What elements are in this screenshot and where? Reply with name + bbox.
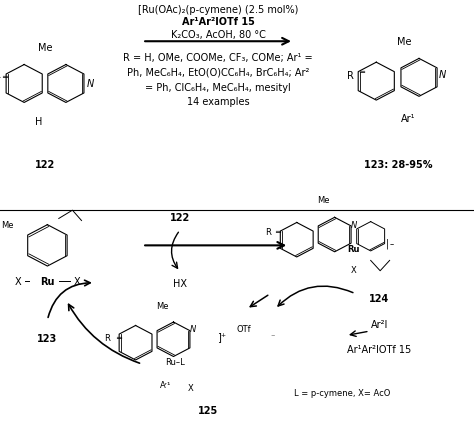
Text: N: N [438, 69, 446, 80]
Text: OTf: OTf [236, 325, 251, 334]
Text: Ph, MeC₆H₄, EtO(O)CC₆H₄, BrC₆H₄; Ar²: Ph, MeC₆H₄, EtO(O)CC₆H₄, BrC₆H₄; Ar² [127, 68, 309, 78]
Text: H: H [35, 117, 43, 126]
Text: X: X [351, 265, 356, 274]
Text: ═: ═ [359, 68, 364, 77]
Text: N: N [350, 220, 357, 229]
Text: Ru: Ru [347, 244, 360, 253]
Text: Aʳ¹: Aʳ¹ [160, 380, 172, 389]
Text: Me: Me [397, 37, 411, 47]
Text: ═: ═ [2, 73, 7, 82]
Text: Me: Me [38, 43, 52, 53]
Text: –: – [390, 239, 393, 248]
Text: 125: 125 [199, 405, 219, 415]
Text: Ar¹: Ar¹ [401, 114, 416, 124]
Text: Me: Me [1, 221, 13, 230]
Text: R: R [104, 333, 110, 342]
Text: X: X [15, 276, 21, 286]
Text: ⁻: ⁻ [270, 332, 274, 341]
Text: R: R [347, 71, 354, 81]
Text: [Ru(OAc)₂(p-cymene) (2.5 mol%): [Ru(OAc)₂(p-cymene) (2.5 mol%) [138, 4, 298, 15]
Text: L = p-cymene, X= AcO: L = p-cymene, X= AcO [294, 388, 390, 397]
Text: |: | [386, 238, 389, 249]
Text: 123: 123 [37, 333, 57, 343]
Text: HX: HX [173, 278, 187, 288]
Text: ═: ═ [116, 333, 121, 342]
Text: Ru–L: Ru–L [165, 357, 185, 366]
Text: 123: 28-95%: 123: 28-95% [364, 160, 432, 169]
Text: 124: 124 [369, 293, 389, 304]
Text: = Ph, ClC₆H₄, MeC₆H₄, mesityl: = Ph, ClC₆H₄, MeC₆H₄, mesityl [145, 83, 291, 92]
Text: X: X [188, 383, 193, 392]
Text: R: R [265, 227, 271, 236]
Text: 14 examples: 14 examples [187, 97, 249, 107]
Text: Ar²I: Ar²I [371, 320, 388, 330]
Text: N: N [189, 325, 196, 334]
Text: 122: 122 [170, 212, 190, 222]
Text: 122: 122 [35, 160, 55, 169]
Text: ]⁺: ]⁺ [217, 331, 226, 341]
Text: N: N [86, 79, 93, 89]
Text: Ar¹Ar²IOTf 15: Ar¹Ar²IOTf 15 [182, 17, 255, 27]
Text: ═: ═ [275, 227, 280, 236]
Text: Me: Me [156, 301, 168, 310]
Text: X: X [73, 276, 80, 286]
Text: K₂CO₃, AcOH, 80 °C: K₂CO₃, AcOH, 80 °C [171, 30, 265, 40]
Text: R = H, OMe, COOMe, CF₃, COMe; Ar¹ =: R = H, OMe, COOMe, CF₃, COMe; Ar¹ = [123, 53, 313, 63]
Text: Me: Me [317, 195, 329, 204]
Text: Ar¹Ar²IOTf 15: Ar¹Ar²IOTf 15 [347, 344, 411, 354]
Text: Ru: Ru [40, 276, 55, 286]
